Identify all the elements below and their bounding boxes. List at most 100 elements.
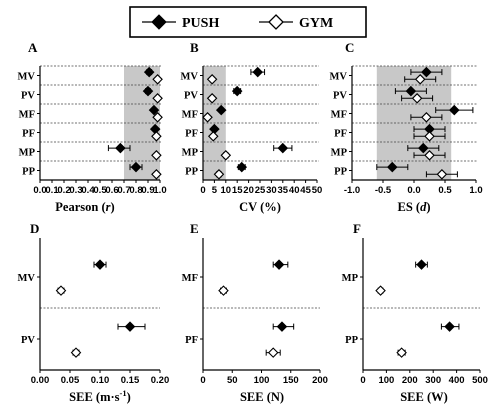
diamond-marker: [421, 66, 432, 78]
panel-D: 0.00 0.05 0.10 0.15 0.20 MV PV D SEE (m·s-1): [18, 221, 170, 404]
category-label: MP: [342, 273, 359, 284]
x-tick-label: 0: [200, 375, 205, 386]
diamond-marker: [273, 259, 285, 270]
x-tick-label: 150: [283, 375, 299, 386]
category-label: MF: [182, 110, 198, 121]
x-axis-label: SEE (N): [240, 390, 284, 404]
panel-letter: B: [190, 40, 199, 55]
category-label: MV: [18, 72, 36, 83]
diamond-marker: [424, 131, 435, 142]
data-point-push: [236, 161, 248, 173]
data-point-gym: [375, 285, 386, 296]
x-tick-label: 35: [278, 185, 289, 196]
panel-letter: A: [28, 40, 38, 55]
x-tick-label: 0.8: [129, 185, 142, 196]
category-label: PV: [21, 91, 35, 102]
x-axis-label-end: ): [426, 200, 430, 214]
data-point-push: [376, 161, 409, 173]
diamond-marker: [218, 285, 229, 296]
x-axis-label: SEE (W): [400, 390, 448, 404]
x-axis-label-end: ): [127, 390, 131, 404]
category-label: PP: [334, 167, 347, 178]
diamond-marker: [152, 112, 163, 123]
category-label: PV: [21, 335, 35, 346]
x-tick-label: 50: [312, 185, 323, 196]
panel-B: 0 5 10 15 20 25 30 35 40 45 50 MV PV MF PF MP PP B CV (%): [181, 40, 323, 214]
category-label: MV: [181, 72, 199, 83]
data-point-gym: [213, 169, 225, 180]
x-tick-label: 0.5: [438, 185, 452, 196]
panel-C: -1.0 -0.5 0.0 0.5 1.0 MV PV MF PF MP PP C ES (d): [330, 40, 483, 214]
x-tick-label: 0.5: [93, 185, 107, 196]
diamond-marker: [449, 104, 460, 116]
diamond-marker: [124, 321, 136, 332]
diamond-marker: [152, 93, 163, 104]
panel-A: 0.00.10.20.30.40.50.60.70.80.91.0 MV PV MF P…: [18, 40, 167, 214]
x-axis-label-main: SEE (N): [240, 390, 284, 404]
data-point-push: [394, 85, 427, 97]
data-point-gym: [202, 112, 213, 123]
x-tick-label: 200: [402, 375, 418, 386]
x-tick-label: 0.6: [105, 185, 118, 196]
diamond-marker: [130, 161, 142, 173]
data-point-push: [272, 259, 289, 270]
data-point-gym: [152, 112, 163, 123]
x-axis-label-main: Pearson (: [55, 200, 105, 214]
data-point-push: [107, 142, 131, 154]
x-axis-label-main: SEE (m·s: [69, 390, 119, 404]
x-axis-label: SEE (m·s-1): [69, 388, 131, 404]
x-axis-label-main: ES (: [398, 200, 421, 214]
diamond-marker: [405, 85, 417, 97]
category-label: MP: [19, 148, 36, 159]
diamond-marker: [142, 85, 154, 97]
diamond-marker: [252, 66, 263, 78]
data-point-gym: [404, 74, 437, 85]
x-tick-label: 5: [212, 185, 218, 196]
x-tick-label: 0.9: [141, 185, 154, 196]
data-point-gym: [152, 93, 163, 104]
data-point-gym: [151, 131, 162, 142]
data-point-push: [410, 66, 443, 78]
legend-push-label: PUSH: [182, 16, 219, 31]
diamond-marker: [220, 150, 232, 161]
data-point-push: [273, 142, 293, 154]
category-label: PF: [185, 129, 198, 140]
x-tick-label: 40: [289, 185, 300, 196]
x-axis-label: CV (%): [239, 200, 281, 214]
data-point-push: [415, 259, 428, 270]
diamond-marker: [207, 131, 219, 142]
diamond-marker: [387, 161, 398, 173]
x-tick-label: 0: [200, 185, 205, 196]
x-axis-label-main: SEE (W): [400, 390, 448, 404]
panel-letter: F: [353, 221, 361, 236]
data-point-gym: [218, 285, 229, 296]
panel-letter: D: [30, 221, 39, 236]
x-tick-label: 0.0: [33, 185, 46, 196]
diamond-marker: [70, 347, 82, 358]
diamond-marker: [215, 104, 227, 116]
category-label: PF: [185, 335, 198, 346]
diamond-marker: [206, 93, 218, 104]
x-tick-label: 0.1: [45, 185, 59, 196]
x-axis-label-italic: r: [106, 200, 111, 214]
x-tick-label: 400: [449, 375, 465, 386]
data-point-push: [250, 66, 266, 78]
data-point-gym: [413, 150, 446, 161]
x-tick-label: 15: [232, 185, 243, 196]
data-point-push: [215, 104, 227, 116]
x-tick-label: 0.15: [121, 375, 140, 386]
data-point-gym: [151, 169, 162, 180]
legend-push-marker: [151, 14, 167, 30]
diamond-marker: [94, 259, 106, 270]
x-tick-label: 200: [312, 375, 328, 386]
legend: PUSH GYM: [129, 6, 367, 38]
x-tick-label: 500: [472, 375, 488, 386]
category-label: PV: [184, 91, 198, 102]
diamond-marker: [396, 347, 407, 358]
data-point-push: [142, 85, 154, 97]
data-point-push: [129, 161, 143, 173]
diamond-marker: [151, 150, 162, 161]
data-point-gym: [206, 93, 218, 104]
x-tick-label: 50: [227, 375, 238, 386]
data-point-gym: [413, 131, 446, 142]
